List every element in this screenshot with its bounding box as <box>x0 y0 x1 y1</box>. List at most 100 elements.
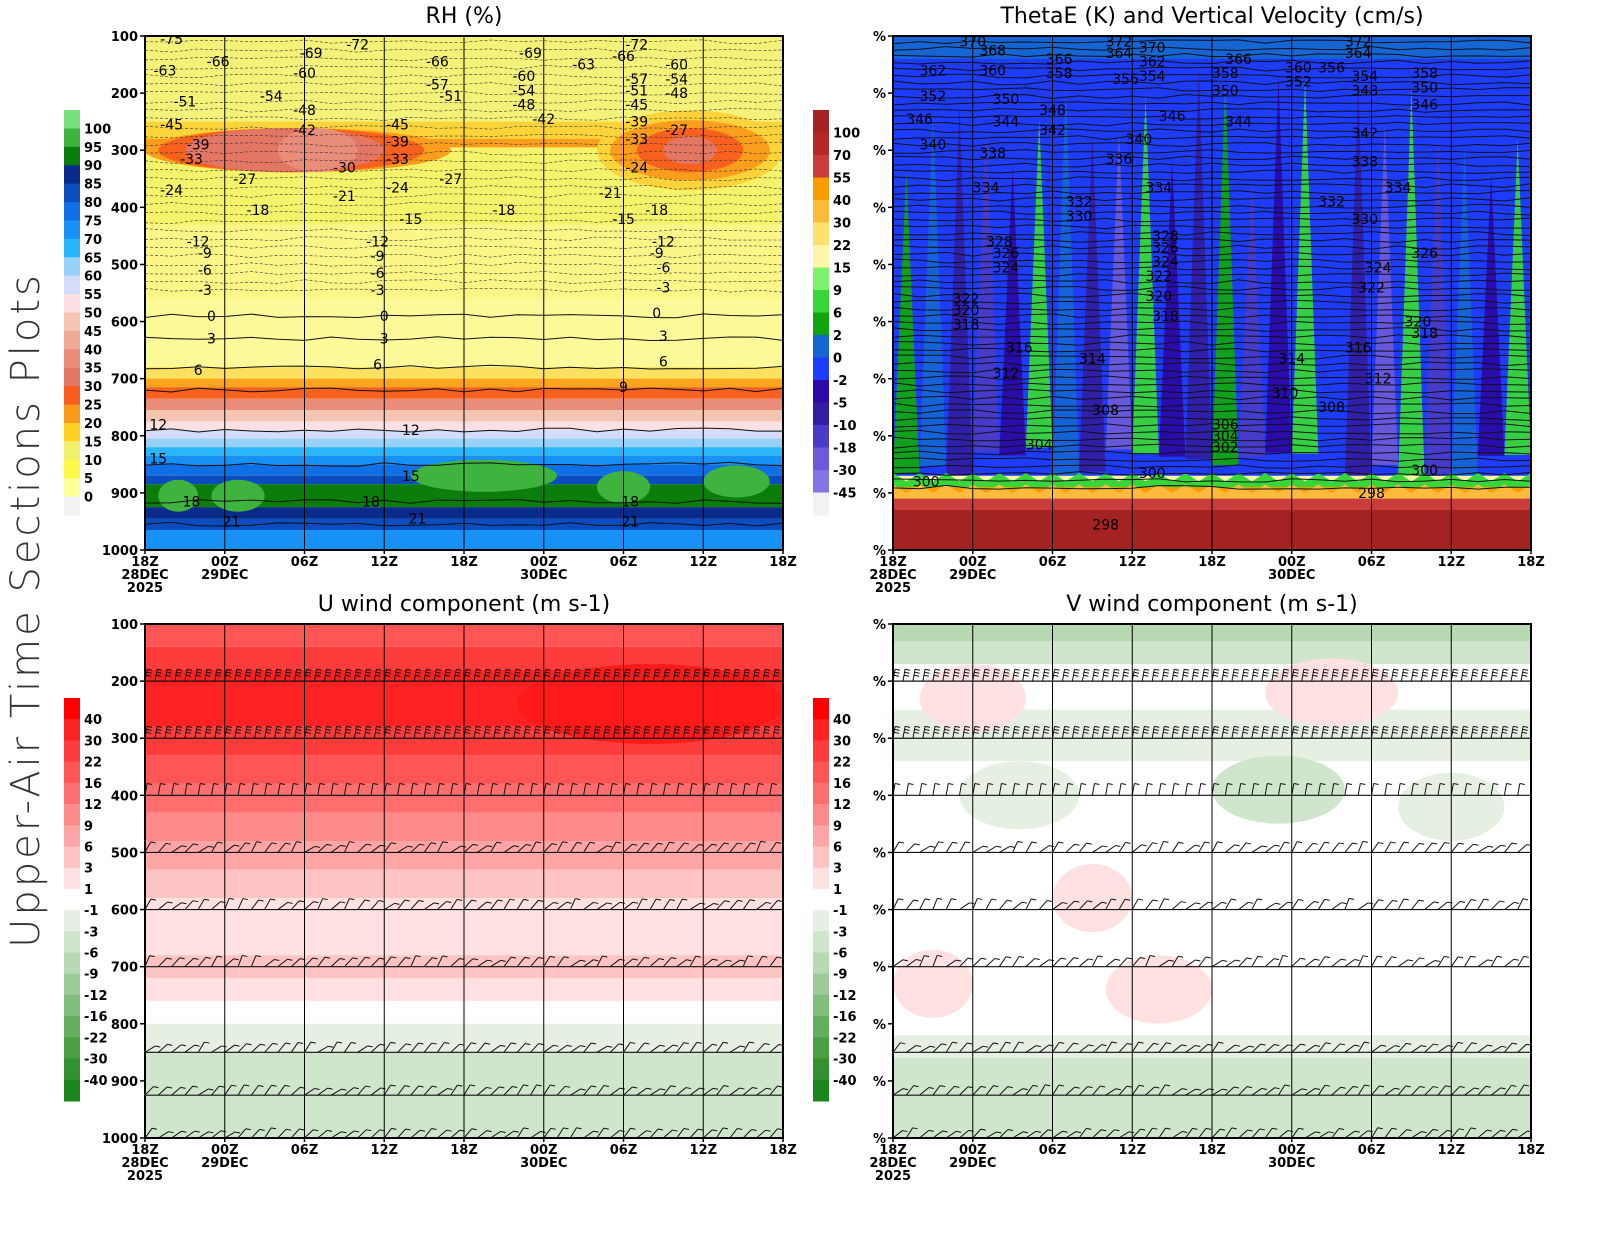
colorbar-label: 75 <box>84 214 102 229</box>
wind-barb <box>1171 783 1175 796</box>
wind-barb-flag <box>1493 783 1499 786</box>
wind-barb <box>742 1129 752 1138</box>
wind-barb-flag <box>1472 671 1478 674</box>
wind-barb <box>583 841 591 853</box>
colorbar-swatch <box>813 888 829 911</box>
wind-barb-flag <box>274 959 280 961</box>
wind-barb-flag <box>544 731 550 734</box>
wind-barb-flag <box>634 671 641 674</box>
colorbar-label: -30 <box>833 464 857 479</box>
wind-barb-flag <box>1284 841 1290 844</box>
wind-barb-flag <box>974 725 980 728</box>
wind-barb <box>649 842 659 853</box>
wind-barb-flag <box>665 783 671 786</box>
wind-barb <box>1344 898 1350 910</box>
wind-barb-flag <box>704 731 710 734</box>
wind-barb-flag <box>1462 671 1468 674</box>
wind-barb <box>1317 1084 1326 1096</box>
wind-barb-flag <box>180 1044 187 1047</box>
wind-barb-flag <box>407 845 413 848</box>
colorbar-label: 70 <box>84 233 102 248</box>
wind-barb-flag <box>1377 955 1383 958</box>
contour-label: -6 <box>198 263 212 279</box>
contour-label: -48 <box>665 86 688 102</box>
colorbar-label: 1 <box>84 883 93 898</box>
wind-barb <box>1198 841 1206 853</box>
wind-barb-flag <box>540 1130 546 1133</box>
wind-barb-flag <box>974 668 980 671</box>
wind-barb <box>1238 1045 1250 1053</box>
wind-barb <box>437 1129 447 1138</box>
wind-barb-flag <box>1242 731 1249 734</box>
wind-barb-flag <box>684 674 690 677</box>
wind-barb-flag <box>575 725 581 728</box>
wind-barb-flag <box>235 1131 241 1134</box>
wind-barb-flag <box>1394 1087 1400 1090</box>
wind-barb-flag <box>1522 671 1528 674</box>
wind-barb-flag <box>208 1131 214 1134</box>
colorbar-swatch <box>64 496 80 516</box>
wind-barb-flag <box>534 674 540 677</box>
contour-label: 320 <box>1405 315 1432 331</box>
wind-barb-flag <box>1129 1131 1135 1134</box>
wind-barb <box>516 783 520 796</box>
wind-barb <box>313 669 318 682</box>
colorbar-label: 9 <box>833 284 842 299</box>
wind-barb <box>410 1085 419 1096</box>
wind-barb-flag <box>1360 783 1366 786</box>
wind-barb <box>1118 1043 1128 1053</box>
wind-barb-flag <box>1115 845 1121 847</box>
wind-barb-flag <box>1165 1042 1172 1045</box>
contour-label: 350 <box>1411 80 1438 96</box>
wind-barb-flag <box>694 671 700 674</box>
wind-barb-flag <box>1253 671 1259 674</box>
wind-barb-flag <box>1043 731 1049 734</box>
wind-barb <box>636 783 640 796</box>
wind-barb-flag <box>1372 731 1378 734</box>
wind-barb <box>290 900 300 910</box>
wind-barb-flag <box>1243 728 1249 731</box>
wind-barb-flag <box>1458 1128 1465 1131</box>
colorbar-swatch <box>813 290 829 313</box>
wind-barb-flag <box>644 842 650 845</box>
wind-barb-flag <box>894 783 901 786</box>
wind-barb-flag <box>1120 783 1127 786</box>
contour-label: -30 <box>333 160 356 176</box>
x-tick-label: 18Z <box>769 1143 797 1158</box>
wind-barb <box>689 1128 699 1138</box>
wind-barb-flag <box>686 959 692 962</box>
wind-barb-flag <box>751 1129 757 1131</box>
wind-barb <box>919 845 931 853</box>
wind-barb-flag <box>1088 958 1094 961</box>
wind-barb-flag <box>1519 783 1525 786</box>
wind-barb-flag <box>245 842 251 845</box>
wind-barb-flag <box>1014 668 1020 671</box>
wind-barb-flag <box>654 728 661 731</box>
wind-barb <box>357 1129 367 1138</box>
colorbar-label: 40 <box>833 713 851 728</box>
wind-barb-flag <box>1512 671 1518 674</box>
wind-barb <box>1517 844 1528 853</box>
wind-barb-flag <box>1133 728 1139 731</box>
colorbar-label: -10 <box>833 419 857 434</box>
contour-label: 314 <box>1079 352 1106 368</box>
contour-label: -12 <box>366 235 389 251</box>
wind-barb-flag <box>346 725 352 728</box>
wind-barb-flag <box>598 783 605 786</box>
wind-barb-flag <box>1126 1042 1133 1045</box>
wind-barb <box>998 1129 1009 1138</box>
wind-barb-flag <box>893 731 900 734</box>
wind-barb <box>224 898 230 910</box>
wind-barb-flag <box>1240 783 1246 786</box>
wind-barb-flag <box>213 783 219 786</box>
wind-barb <box>290 1042 299 1053</box>
wind-barb-flag <box>475 668 482 671</box>
wind-barb <box>985 1131 997 1138</box>
wind-barb-flag <box>575 671 581 674</box>
wind-barb-flag <box>146 668 153 671</box>
wind-barb <box>1397 959 1409 968</box>
wind-barb-flag <box>306 668 312 671</box>
wind-barb-flag <box>1412 674 1418 677</box>
contour-line <box>145 244 783 250</box>
wind-barb-flag <box>585 783 591 786</box>
